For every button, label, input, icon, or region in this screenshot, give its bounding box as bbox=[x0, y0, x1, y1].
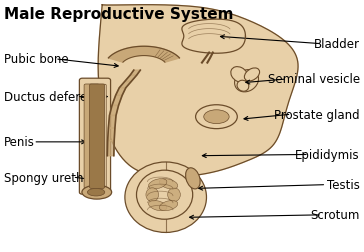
Ellipse shape bbox=[168, 188, 181, 202]
Text: Bladder: Bladder bbox=[314, 38, 360, 51]
Text: Epididymis: Epididymis bbox=[295, 148, 360, 161]
Text: Spongy urethra: Spongy urethra bbox=[4, 171, 96, 184]
Polygon shape bbox=[108, 116, 116, 129]
Ellipse shape bbox=[234, 70, 258, 92]
Text: Ductus deferens: Ductus deferens bbox=[4, 91, 101, 104]
Text: Seminal vesicle: Seminal vesicle bbox=[268, 73, 360, 86]
FancyBboxPatch shape bbox=[90, 85, 104, 189]
FancyBboxPatch shape bbox=[79, 79, 111, 195]
Ellipse shape bbox=[149, 201, 167, 211]
Text: Prostate gland: Prostate gland bbox=[274, 108, 360, 121]
Ellipse shape bbox=[125, 162, 206, 233]
Polygon shape bbox=[116, 88, 126, 96]
Polygon shape bbox=[112, 96, 122, 106]
Polygon shape bbox=[107, 141, 114, 156]
Polygon shape bbox=[125, 76, 136, 82]
Ellipse shape bbox=[82, 185, 112, 199]
Polygon shape bbox=[182, 20, 245, 54]
Text: Pubic bone: Pubic bone bbox=[4, 53, 69, 66]
Ellipse shape bbox=[244, 69, 260, 82]
Text: Penis: Penis bbox=[4, 136, 35, 149]
Polygon shape bbox=[110, 106, 119, 116]
Polygon shape bbox=[108, 47, 179, 63]
Ellipse shape bbox=[136, 171, 193, 219]
Polygon shape bbox=[108, 129, 115, 141]
Ellipse shape bbox=[87, 189, 105, 196]
Ellipse shape bbox=[204, 110, 229, 124]
FancyBboxPatch shape bbox=[97, 85, 106, 188]
Text: Testis: Testis bbox=[327, 178, 360, 191]
Ellipse shape bbox=[159, 179, 178, 189]
Text: Male Reproductive System: Male Reproductive System bbox=[4, 7, 234, 22]
Ellipse shape bbox=[231, 67, 248, 83]
Ellipse shape bbox=[149, 179, 167, 189]
Text: Scrotum: Scrotum bbox=[310, 208, 360, 222]
Polygon shape bbox=[98, 6, 298, 177]
Ellipse shape bbox=[195, 105, 237, 129]
Ellipse shape bbox=[186, 168, 200, 189]
Polygon shape bbox=[119, 82, 131, 88]
FancyBboxPatch shape bbox=[84, 85, 99, 189]
Ellipse shape bbox=[159, 201, 178, 211]
Polygon shape bbox=[130, 71, 140, 76]
Ellipse shape bbox=[237, 81, 249, 92]
Ellipse shape bbox=[146, 188, 159, 202]
